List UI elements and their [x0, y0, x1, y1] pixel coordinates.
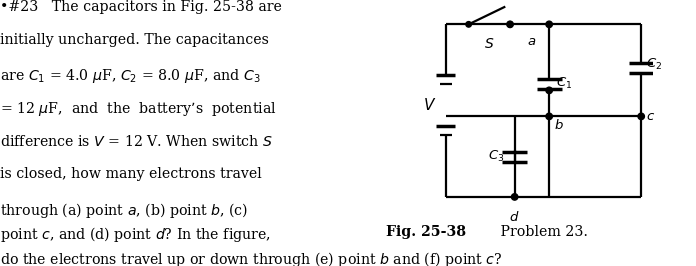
- Text: $C_1$: $C_1$: [556, 76, 572, 90]
- Text: difference is $V$ = 12 V. When switch $S$: difference is $V$ = 12 V. When switch $S…: [0, 134, 273, 149]
- Text: do the electrons travel up or down through (e) point $b$ and (f) point $c$?: do the electrons travel up or down throu…: [0, 250, 503, 266]
- Text: are $C_1$ = 4.0 $\mu$F, $C_2$ = 8.0 $\mu$F, and $C_3$: are $C_1$ = 4.0 $\mu$F, $C_2$ = 8.0 $\mu…: [0, 67, 260, 85]
- Text: $a$: $a$: [528, 35, 537, 48]
- Text: point $c$, and (d) point $d$? In the figure,: point $c$, and (d) point $d$? In the fig…: [0, 225, 271, 244]
- Text: Problem 23.: Problem 23.: [487, 225, 588, 239]
- Circle shape: [546, 113, 553, 120]
- Text: through (a) point $a$, (b) point $b$, (c): through (a) point $a$, (b) point $b$, (c…: [0, 201, 248, 220]
- Circle shape: [507, 21, 513, 28]
- Circle shape: [512, 194, 518, 200]
- Text: $S$: $S$: [484, 37, 495, 51]
- Text: •#23   The capacitors in Fig. 25-38 are: •#23 The capacitors in Fig. 25-38 are: [0, 0, 282, 14]
- Text: is closed, how many electrons travel: is closed, how many electrons travel: [0, 167, 262, 181]
- Text: $c$: $c$: [646, 110, 655, 123]
- Circle shape: [546, 21, 553, 28]
- Text: $b$: $b$: [554, 118, 564, 131]
- Text: Fig. 25-38: Fig. 25-38: [386, 225, 466, 239]
- Circle shape: [546, 87, 553, 94]
- Text: initially uncharged. The capacitances: initially uncharged. The capacitances: [0, 34, 269, 47]
- Circle shape: [507, 22, 513, 27]
- Circle shape: [638, 113, 644, 120]
- Circle shape: [466, 22, 471, 27]
- Text: $C_2$: $C_2$: [646, 57, 662, 72]
- Text: $C_3$: $C_3$: [488, 149, 505, 164]
- Text: = 12 $\mu$F,  and  the  battery’s  potential: = 12 $\mu$F, and the battery’s potential: [0, 100, 277, 118]
- Text: $V$: $V$: [423, 97, 436, 113]
- Text: $d$: $d$: [509, 210, 520, 223]
